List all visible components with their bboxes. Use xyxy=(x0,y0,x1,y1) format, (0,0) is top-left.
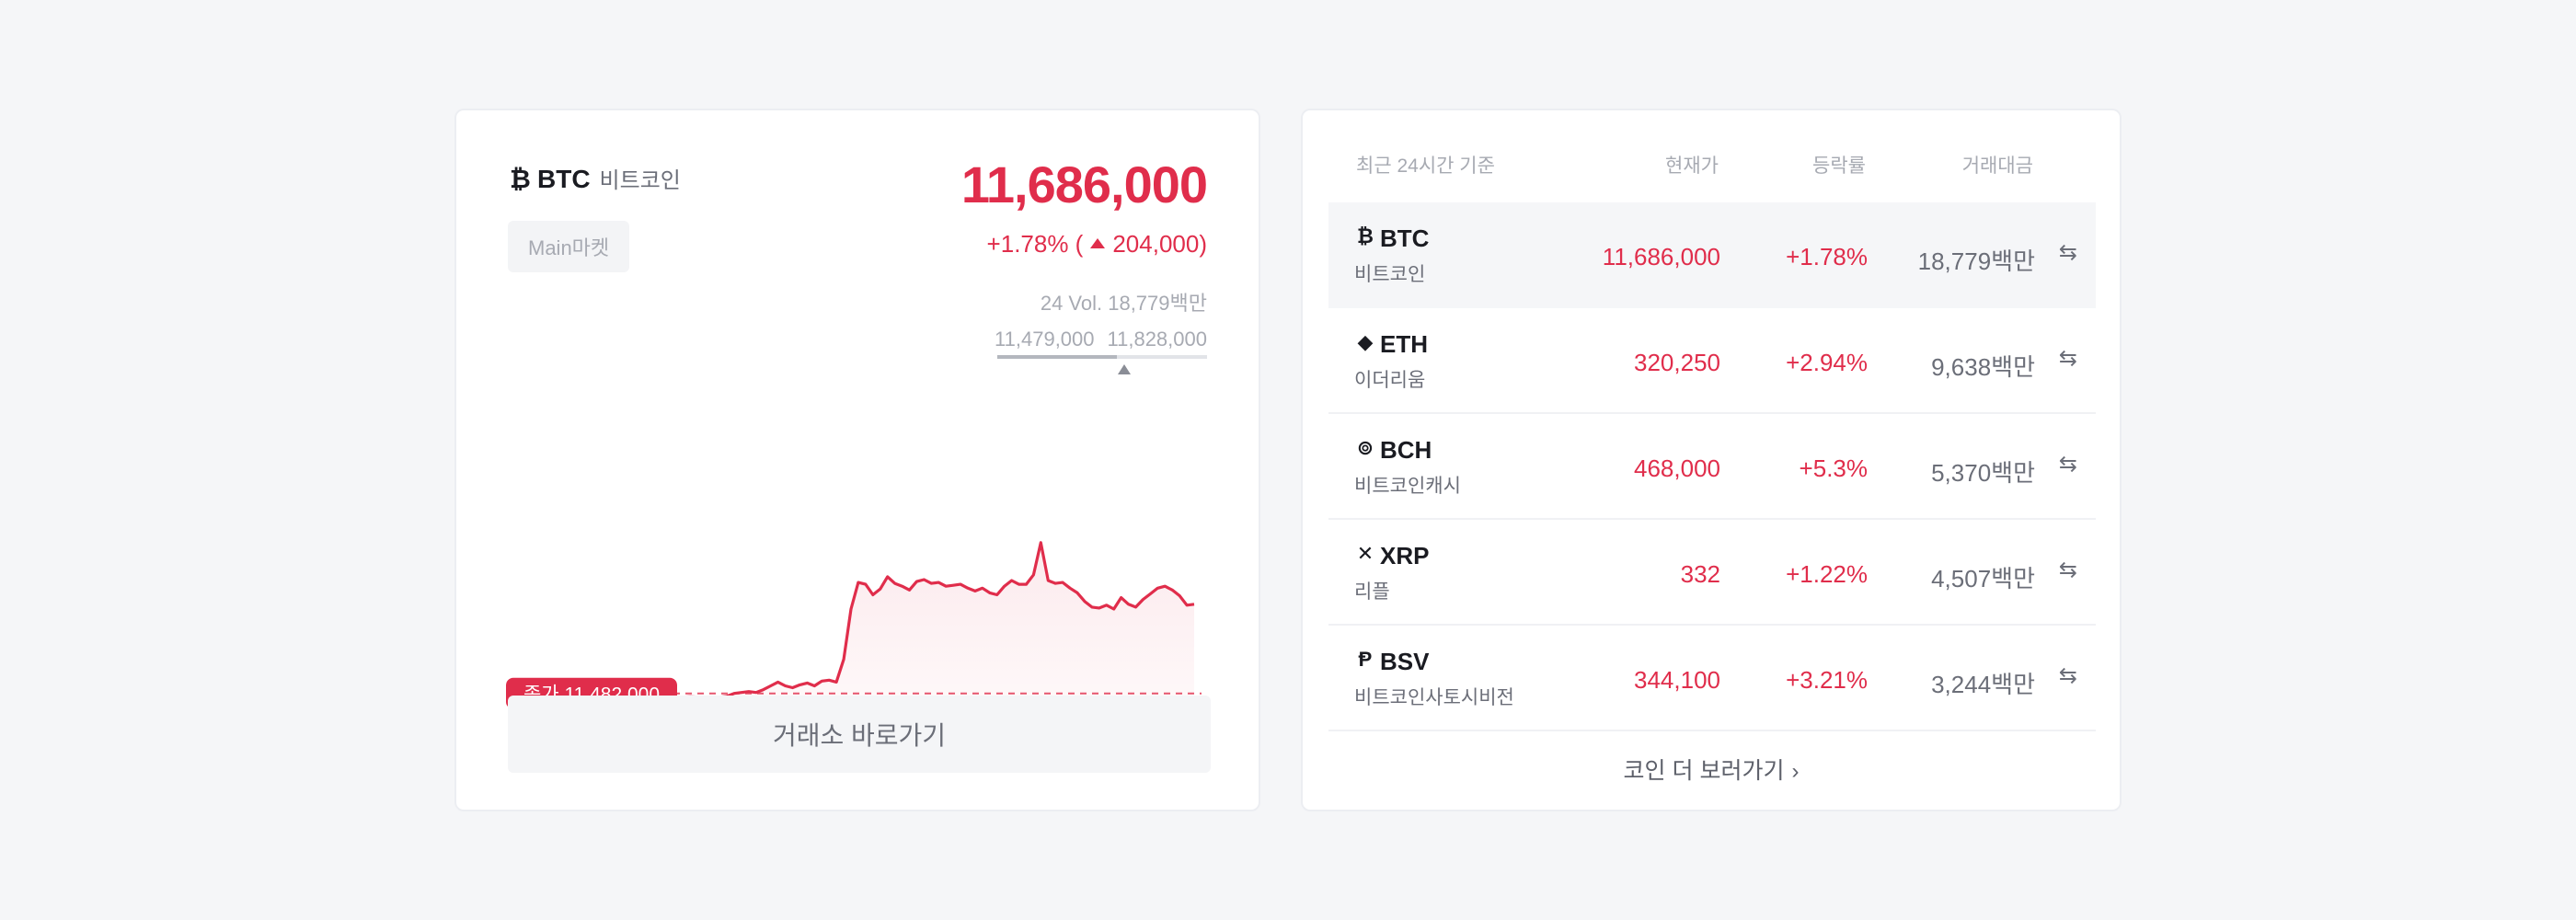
coin-change: +1.22% xyxy=(1786,560,1868,588)
coin-ticker: ETH xyxy=(1380,330,1428,358)
header-volume[interactable]: 거래대금 xyxy=(1961,155,2033,177)
coin-change: +3.21% xyxy=(1786,666,1868,694)
more-coins-label: 코인 더 보러가기 xyxy=(1623,758,1785,784)
table-header: 최근 24시간 기준 현재가 등락률 거래대금 xyxy=(1303,151,2120,188)
coin-name: 이더리움 xyxy=(1354,370,1426,391)
coin-row-eth[interactable]: ◆ ETH 이더리움 320,250 +2.94% 9,638백만 ⇆ xyxy=(1328,308,2096,414)
coin-name: 비트코인캐시 xyxy=(1354,476,1461,497)
coin-change: +1.78% xyxy=(1786,243,1868,270)
more-coins-link[interactable]: 코인 더 보러가기 › xyxy=(1303,753,2120,786)
coin-change: +2.94% xyxy=(1786,349,1868,376)
coin-price: 11,686,000 xyxy=(1602,243,1720,270)
ethereum-icon: ◆ xyxy=(1357,330,1374,353)
price-change: +1.78% ( 204,000) xyxy=(987,230,1207,259)
ripple-icon: ✕ xyxy=(1356,542,1374,565)
coin-name: 비트코인 xyxy=(599,168,681,193)
change-amount: 204,000) xyxy=(1112,230,1207,258)
change-percent: +1.78% ( xyxy=(986,230,1084,258)
price-range-fill xyxy=(997,355,1117,359)
coin-list: ₿ BTC 비트코인 11,686,000 +1.78% 18,779백만 ⇆ … xyxy=(1328,202,2096,731)
current-price: 11,686,000 xyxy=(960,155,1208,213)
coin-detail-card: ₿ BTC 비트코인 Main마켓 11,686,000 +1.78% ( 20… xyxy=(454,109,1260,811)
coin-volume: 5,370백만 xyxy=(1931,459,2035,487)
up-arrow-icon xyxy=(1090,237,1106,248)
bitcoin-icon: ₿ xyxy=(1357,224,1374,247)
coin-name: 비트코인 xyxy=(1354,264,1426,285)
go-to-exchange-button[interactable]: 거래소 바로가기 xyxy=(508,696,1211,773)
coin-ticker: BSV xyxy=(1380,648,1430,675)
range-low: 11,479,000 xyxy=(995,328,1095,351)
price-range-bar xyxy=(997,355,1207,359)
coin-ticker: XRP xyxy=(1380,542,1430,569)
coin-volume: 9,638백만 xyxy=(1931,353,2035,381)
bitcoin-sv-icon: Ᵽ xyxy=(1358,648,1373,671)
swap-icon[interactable]: ⇆ xyxy=(2058,452,2077,477)
coin-volume: 18,779백만 xyxy=(1917,247,2035,275)
coin-ticker: BCH xyxy=(1380,436,1432,464)
coin-price: 344,100 xyxy=(1634,666,1720,694)
coin-ticker: BTC xyxy=(1380,224,1430,252)
coin-row-bch[interactable]: ⊚ BCH 비트코인캐시 468,000 +5.3% 5,370백만 ⇆ xyxy=(1328,414,2096,520)
coin-price: 320,250 xyxy=(1634,349,1720,376)
coin-header: ₿ BTC 비트코인 xyxy=(510,162,681,194)
coin-ticker: BTC xyxy=(537,165,591,193)
coin-volume: 3,244백만 xyxy=(1931,671,2035,698)
swap-icon[interactable]: ⇆ xyxy=(2058,663,2077,688)
range-marker-icon xyxy=(1118,364,1131,374)
coin-name: 비트코인사토시비전 xyxy=(1354,687,1514,708)
coin-list-card: 최근 24시간 기준 현재가 등락률 거래대금 ₿ BTC 비트코인 11,68… xyxy=(1301,109,2122,811)
market-badge: Main마켓 xyxy=(508,221,630,272)
coin-price: 468,000 xyxy=(1634,454,1720,482)
coin-volume: 4,507백만 xyxy=(1931,565,2035,592)
range-high: 11,828,000 xyxy=(1107,328,1207,351)
coin-change: +5.3% xyxy=(1799,454,1868,482)
price-range-labels: 11,479,000 11,828,000 xyxy=(995,328,1207,351)
coin-price: 332 xyxy=(1680,560,1720,588)
coin-row-btc[interactable]: ₿ BTC 비트코인 11,686,000 +1.78% 18,779백만 ⇆ xyxy=(1328,202,2096,308)
swap-icon[interactable]: ⇆ xyxy=(2058,558,2077,582)
header-change[interactable]: 등락률 xyxy=(1812,155,1866,177)
swap-icon[interactable]: ⇆ xyxy=(2058,240,2077,265)
chevron-right-icon: › xyxy=(1791,759,1800,784)
coin-row-xrp[interactable]: ✕ XRP 리플 332 +1.22% 4,507백만 ⇆ xyxy=(1328,520,2096,626)
table-title: 최근 24시간 기준 xyxy=(1356,155,1495,177)
bitcoin-icon: ₿ xyxy=(510,165,531,193)
price-line xyxy=(696,541,1195,701)
coin-row-bsv[interactable]: Ᵽ BSV 비트코인사토시비전 344,100 +3.21% 3,244백만 ⇆ xyxy=(1328,626,2096,731)
swap-icon[interactable]: ⇆ xyxy=(2058,346,2077,371)
header-price[interactable]: 현재가 xyxy=(1665,155,1719,177)
volume-24h: 24 Vol. 18,779백만 xyxy=(1040,292,1207,315)
bitcoin-cash-icon: ⊚ xyxy=(1356,436,1374,459)
coin-name: 리플 xyxy=(1354,581,1390,603)
